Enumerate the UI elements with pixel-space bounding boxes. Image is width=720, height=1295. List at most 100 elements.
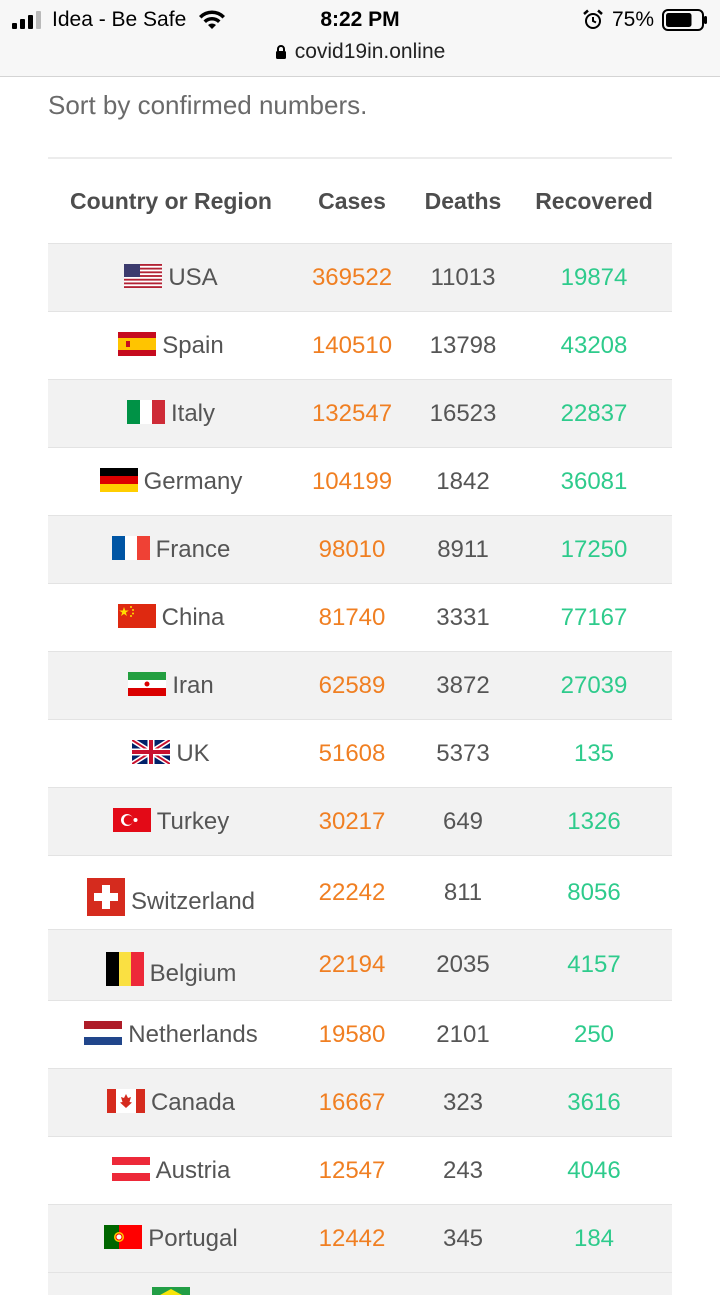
carrier-name: Idea - Be Safe bbox=[52, 8, 187, 31]
recovered-value: 184 bbox=[573, 1224, 615, 1252]
table-row: France 98010 8911 17250 bbox=[48, 515, 672, 583]
table-row: Italy 132547 16523 22837 bbox=[48, 379, 672, 447]
recovered-value: 36081 bbox=[560, 467, 628, 495]
deaths-value: 8911 bbox=[437, 535, 489, 563]
country-cell: Netherlands bbox=[48, 1020, 294, 1049]
cases-value: 369522 bbox=[311, 263, 393, 291]
belgium-flag-icon bbox=[105, 952, 144, 986]
address-bar[interactable]: covid19in.online bbox=[0, 38, 720, 66]
deaths-value: 3872 bbox=[436, 671, 490, 699]
cases-value: 62589 bbox=[318, 671, 386, 699]
cases-value: 81740 bbox=[318, 603, 386, 631]
spain-flag-icon bbox=[118, 331, 157, 356]
deaths-value: 649 bbox=[442, 807, 484, 835]
recovered-value: 4046 bbox=[567, 1156, 621, 1184]
recovered-value: 17250 bbox=[560, 535, 628, 563]
covid-stats-table: Country or Region Cases Deaths Recovered… bbox=[48, 157, 672, 1295]
recovered-value: 1326 bbox=[567, 807, 621, 835]
country-name: Canada bbox=[150, 1088, 236, 1116]
battery-percent: 75% bbox=[611, 8, 654, 31]
uk-flag-icon bbox=[132, 739, 171, 764]
country-name: Belgium bbox=[149, 960, 237, 987]
deaths-value: 243 bbox=[442, 1156, 484, 1184]
country-cell: Germany bbox=[48, 467, 294, 496]
table-row: Spain 140510 13798 43208 bbox=[48, 311, 672, 379]
right-status: 75% bbox=[582, 6, 708, 34]
url-domain[interactable]: covid19in.online bbox=[294, 40, 446, 63]
country-name: Italy bbox=[170, 399, 215, 427]
table-header: Country or Region Cases Deaths Recovered bbox=[48, 159, 672, 243]
country-cell: China bbox=[48, 603, 294, 632]
table-row: USA 369522 11013 19874 bbox=[48, 243, 672, 311]
alarm-clock-icon bbox=[583, 9, 603, 29]
header-recovered[interactable]: Recovered bbox=[535, 187, 653, 214]
country-cell: Belgium bbox=[48, 942, 294, 988]
country-name: Iran bbox=[172, 671, 214, 699]
country-name: Spain bbox=[162, 331, 224, 359]
portugal-flag-icon bbox=[104, 1224, 143, 1249]
country-cell: France bbox=[48, 535, 294, 564]
country-cell: UK bbox=[48, 739, 294, 768]
recovered-value: 22837 bbox=[560, 399, 628, 427]
signal-strength-icon bbox=[12, 11, 41, 29]
recovered-value: 77167 bbox=[560, 603, 628, 631]
country-name: France bbox=[155, 535, 231, 563]
cases-value: 19580 bbox=[318, 1020, 386, 1048]
table-body: USA 369522 11013 19874 Spain 140510 1379… bbox=[48, 243, 672, 1272]
deaths-value: 345 bbox=[442, 1224, 484, 1252]
country-name: China bbox=[161, 603, 225, 631]
switzerland-flag-icon bbox=[86, 878, 125, 916]
recovered-value: 4157 bbox=[567, 951, 621, 978]
cases-value: 140510 bbox=[311, 331, 393, 359]
carrier-status: Idea - Be Safe bbox=[12, 6, 227, 34]
cases-value: 98010 bbox=[318, 535, 386, 563]
country-name: Netherlands bbox=[128, 1020, 258, 1048]
country-name: Austria bbox=[155, 1156, 231, 1184]
deaths-value: 811 bbox=[443, 878, 483, 906]
country-cell: Turkey bbox=[48, 807, 294, 836]
country-name: Portugal bbox=[148, 1224, 238, 1252]
table-row: China 81740 3331 77167 bbox=[48, 583, 672, 651]
country-cell: Austria bbox=[48, 1156, 294, 1185]
recovered-value: 135 bbox=[573, 739, 615, 767]
country-cell: Iran bbox=[48, 671, 294, 700]
recovered-value: 3616 bbox=[567, 1088, 621, 1116]
table-row: Netherlands 19580 2101 250 bbox=[48, 1000, 672, 1068]
cases-value: 104199 bbox=[311, 467, 393, 495]
usa-flag-icon bbox=[124, 263, 163, 288]
deaths-value: 3331 bbox=[436, 603, 490, 631]
cases-value: 30217 bbox=[318, 807, 386, 835]
header-cases[interactable]: Cases bbox=[318, 187, 386, 214]
wifi-icon bbox=[199, 10, 226, 29]
canada-flag-icon bbox=[106, 1088, 145, 1113]
austria-flag-icon bbox=[111, 1156, 150, 1181]
table-row: Germany 104199 1842 36081 bbox=[48, 447, 672, 515]
country-cell: Canada bbox=[48, 1088, 294, 1117]
country-name: Germany bbox=[143, 467, 243, 495]
iran-flag-icon bbox=[128, 671, 167, 696]
cases-value: 51608 bbox=[318, 739, 386, 767]
recovered-value: 250 bbox=[573, 1020, 615, 1048]
country-name: Switzerland bbox=[130, 887, 256, 915]
deaths-value: 2101 bbox=[436, 1020, 490, 1048]
country-cell: Italy bbox=[48, 399, 294, 428]
recovered-value: 27039 bbox=[560, 671, 628, 699]
country-cell: USA bbox=[48, 263, 294, 292]
table-row: Turkey 30217 649 1326 bbox=[48, 787, 672, 855]
cases-value: 22194 bbox=[318, 951, 386, 978]
cases-value: 12547 bbox=[318, 1156, 386, 1184]
header-deaths[interactable]: Deaths bbox=[424, 187, 502, 214]
recovered-value: 19874 bbox=[560, 263, 628, 291]
deaths-value: 5373 bbox=[436, 739, 490, 767]
header-country[interactable]: Country or Region bbox=[70, 187, 272, 214]
table-row: Iran 62589 3872 27039 bbox=[48, 651, 672, 719]
brazil-flag-icon bbox=[152, 1287, 190, 1295]
table-row: Switzerland 22242 811 8056 bbox=[48, 855, 672, 929]
country-name: UK bbox=[176, 739, 210, 767]
lock-icon bbox=[275, 45, 286, 59]
cases-value: 22242 bbox=[318, 878, 386, 906]
browser-top-bar: Idea - Be Safe 8:22 PM 75% covid19in.onl… bbox=[0, 0, 720, 77]
china-flag-icon bbox=[117, 603, 156, 628]
country-cell: Portugal bbox=[48, 1224, 294, 1253]
deaths-value: 13798 bbox=[429, 331, 497, 359]
